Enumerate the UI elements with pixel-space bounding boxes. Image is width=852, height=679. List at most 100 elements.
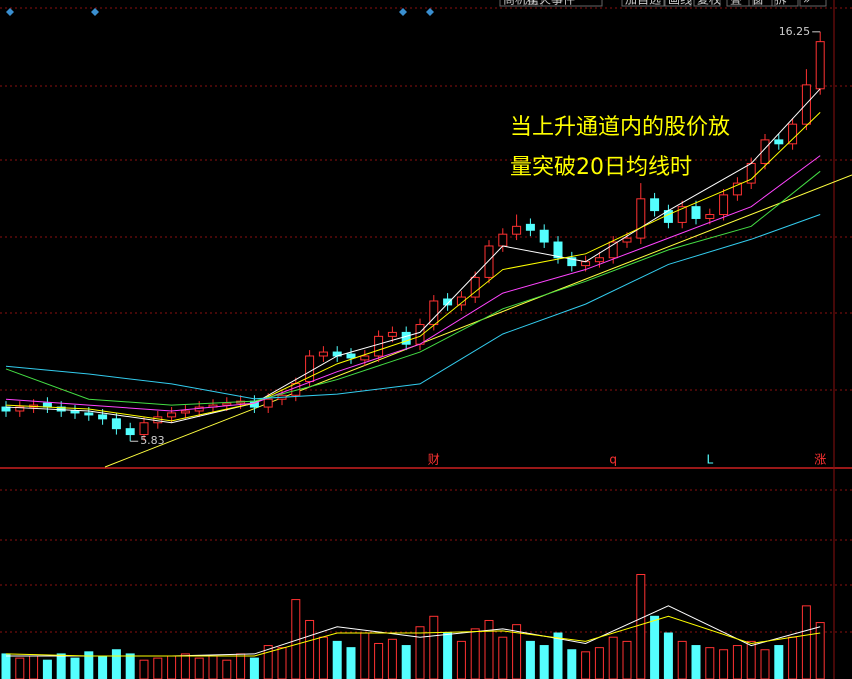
candle-body — [677, 206, 687, 223]
toolbar-label[interactable]: 商机榜 — [503, 0, 539, 7]
volume-bar — [167, 655, 177, 679]
volume-bar — [719, 649, 729, 679]
volume-bar — [567, 649, 577, 679]
toolbar-button[interactable] — [771, 0, 799, 7]
candle-body — [374, 335, 384, 357]
moving-average — [5, 88, 821, 424]
volume-bar — [774, 645, 784, 679]
volume-bar — [249, 657, 259, 679]
candle-body — [705, 214, 715, 219]
toolbar-button[interactable] — [693, 0, 721, 7]
toolbar-label[interactable]: 叠 — [730, 0, 742, 7]
volume-bar — [636, 574, 646, 679]
candle-body — [111, 418, 121, 430]
toolbar-label[interactable]: 拆 — [775, 0, 787, 7]
moving-average — [5, 112, 821, 422]
volume-bar — [401, 645, 411, 679]
toolbar: 商机榜星火事件 加自选画线复权 叠 窗 拆 » — [499, 0, 827, 7]
volume-average — [5, 615, 821, 657]
candle-body — [318, 351, 328, 357]
volume-bar — [525, 640, 535, 679]
toolbar-button[interactable] — [523, 0, 603, 7]
candle-body — [484, 245, 494, 278]
candle-body — [360, 355, 370, 361]
candle-body — [608, 241, 618, 259]
volume-bar — [139, 659, 149, 679]
volume-bar — [111, 649, 121, 679]
toolbar-button[interactable] — [621, 0, 665, 7]
volume-bar — [360, 632, 370, 679]
toolbar-label[interactable]: 复权 — [697, 0, 721, 7]
candle-body — [760, 139, 770, 164]
volume-bar — [29, 655, 39, 679]
diamond — [91, 8, 99, 16]
volume-bar — [70, 657, 80, 679]
candle-body — [512, 225, 522, 235]
volume-bar — [484, 619, 494, 679]
candle-body — [498, 233, 508, 247]
volume-bar — [346, 647, 356, 679]
volume-bar — [125, 653, 135, 679]
candle-body — [401, 331, 411, 345]
candle-body — [429, 300, 439, 326]
diamond — [426, 8, 434, 16]
candle-body — [153, 416, 163, 424]
volume-bar — [415, 626, 425, 679]
candle-body — [788, 123, 798, 145]
top-diamonds — [6, 8, 434, 16]
candle-body — [594, 257, 604, 263]
candle-body — [553, 241, 563, 259]
candle-body — [98, 414, 108, 420]
toolbar-button[interactable] — [726, 0, 754, 7]
candle-body — [636, 198, 646, 239]
candle-body — [581, 261, 591, 267]
volume-bar — [622, 640, 632, 679]
volume-bar — [705, 647, 715, 679]
min-label: 5.83 — [140, 434, 165, 447]
volume-bar — [581, 651, 591, 679]
candle-body — [70, 410, 80, 414]
volume-bar — [760, 649, 770, 679]
volume-bar — [332, 640, 342, 679]
volume-bar — [15, 657, 25, 679]
volume-bar — [180, 653, 190, 679]
candle-body — [346, 353, 356, 359]
toolbar-label[interactable]: 窗 — [752, 0, 764, 7]
candle-body — [539, 229, 549, 243]
volume-bar — [732, 645, 742, 679]
candle-body — [622, 237, 632, 243]
event-marker[interactable]: 财 — [428, 453, 440, 467]
candle-body — [815, 41, 825, 90]
candle-body — [139, 422, 149, 436]
volume-bar — [194, 657, 204, 679]
candle-body — [15, 406, 25, 412]
candle-body — [125, 428, 135, 436]
toolbar-label[interactable]: 星火事件 — [527, 0, 575, 7]
candle-body — [387, 331, 397, 337]
volume-bar — [374, 642, 384, 679]
max-label: 16.25 — [779, 25, 811, 38]
event-marker[interactable]: q — [609, 453, 617, 467]
volume-bar — [305, 619, 315, 679]
volume-bar — [277, 647, 287, 679]
candle-body — [719, 194, 729, 216]
toolbar-button[interactable] — [748, 0, 776, 7]
toolbar-label[interactable]: 画线 — [668, 0, 692, 7]
volume-bar — [153, 657, 163, 679]
toolbar-button[interactable] — [499, 0, 543, 7]
volume-bar — [608, 636, 618, 679]
volume-bar — [84, 651, 94, 679]
event-marker[interactable]: 涨 — [814, 452, 826, 467]
toolbar-button[interactable] — [799, 0, 827, 7]
volume-bar — [746, 640, 756, 679]
toolbar-button[interactable] — [664, 0, 692, 7]
candle-body — [167, 412, 177, 418]
volume-bar — [443, 632, 453, 679]
event-marker[interactable]: L — [706, 453, 713, 467]
toolbar-label[interactable]: 加自选 — [625, 0, 661, 7]
candle-body — [305, 355, 315, 383]
toolbar-label[interactable]: » — [803, 0, 810, 7]
volume-bar — [663, 632, 673, 679]
annotation: 当上升通道内的股价放 — [510, 115, 730, 140]
